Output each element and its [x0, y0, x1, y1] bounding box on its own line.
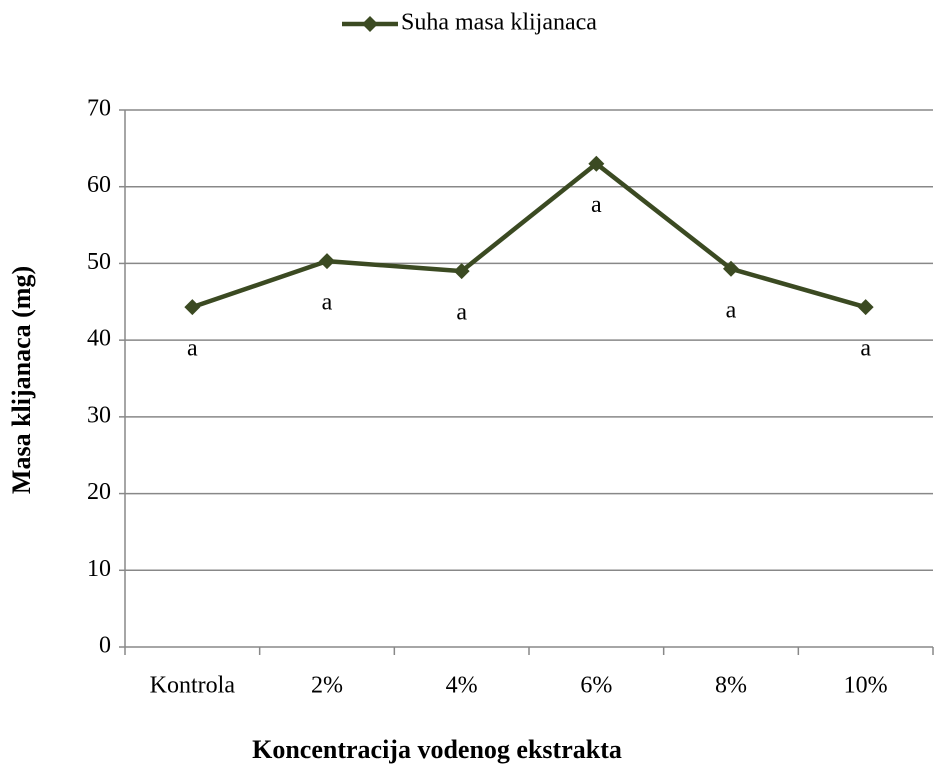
y-tick-label: 70	[87, 96, 111, 122]
annotation: a	[322, 290, 333, 316]
marker	[184, 299, 201, 316]
marker	[453, 263, 470, 280]
y-axis-title: Masa klijanaca (mg)	[7, 266, 36, 494]
annotation: a	[726, 297, 737, 323]
y-tick-label: 0	[99, 633, 111, 659]
x-tick-label: 4%	[446, 673, 478, 699]
y-tick-label: 60	[87, 172, 111, 198]
marker	[319, 253, 335, 270]
y-tick-label: 10	[87, 556, 111, 582]
annotation: a	[591, 192, 602, 218]
y-tick-label: 30	[87, 402, 111, 428]
y-tick-label: 50	[87, 249, 111, 275]
annotation: a	[860, 336, 871, 362]
y-tick-label: 40	[87, 326, 111, 352]
x-tick-label: Kontrola	[150, 673, 236, 699]
x-tick-label: 2%	[311, 673, 343, 699]
y-tick-label: 20	[87, 479, 111, 505]
x-tick-label: 6%	[580, 673, 612, 699]
annotation: a	[456, 300, 467, 326]
x-tick-label: 10%	[844, 673, 888, 699]
marker	[857, 299, 874, 316]
line	[191, 161, 867, 310]
x-axis-title: Koncentracija vodenog ekstrakta	[252, 735, 622, 764]
x-tick-label: 8%	[715, 673, 747, 699]
marker	[588, 155, 605, 172]
annotation: a	[187, 336, 198, 362]
legend-marker	[362, 16, 378, 32]
marker	[723, 260, 739, 277]
legend-label: Suha masa klijanaca	[401, 10, 597, 36]
